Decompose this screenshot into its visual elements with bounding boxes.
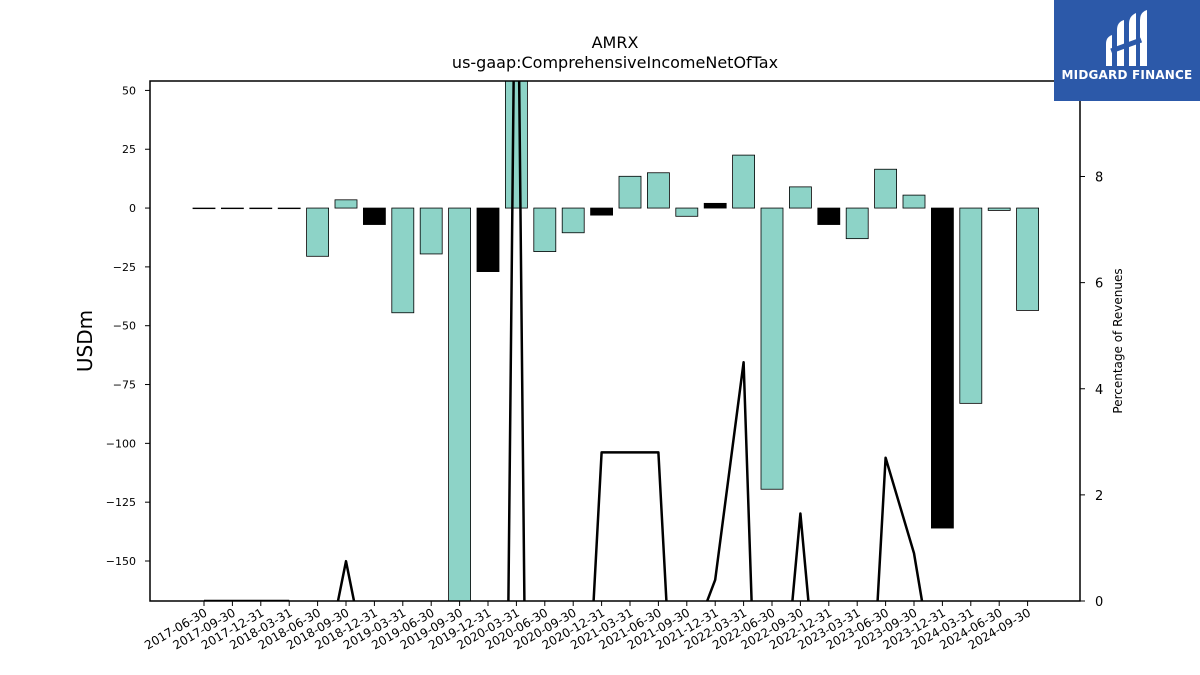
bar-2024-09-30 [1016,207,1039,311]
bar-2018-12-31 [362,207,386,225]
logo-mark-icon [1106,10,1147,66]
bar-2021-09-30 [675,207,699,217]
bar-2019-12-31 [476,207,500,272]
percentage-line-segment-6 [791,512,810,601]
bar-2020-06-30 [533,207,557,252]
bar-group [192,81,1039,601]
bar-2021-12-31 [703,202,727,209]
percentage-line-segment-7 [876,456,924,601]
plot-frame [149,80,1081,602]
y-tick-label: −125 [106,496,136,509]
right-axis-ticks: 0 2 4 6 8 [1080,171,1103,610]
bar-2022-06-30 [760,207,784,490]
y-axis-label-left: USDm [73,310,97,372]
bar-2023-09-30 [902,194,926,209]
percentage-line-segment-4 [592,451,668,601]
bar-2021-03-31 [618,175,642,209]
bar-2019-06-30 [419,207,443,255]
logo-text: MIDGARD FINANCE [1061,68,1193,82]
midgard-finance-logo: MIDGARD FINANCE [1054,0,1200,101]
chart-subtitle: us-gaap:ComprehensiveIncomeNetOfTax [452,53,778,72]
y-tick-label: −75 [113,379,136,392]
left-axis-ticks: 50 25 0 −25 −50 −75 −100 −125 −150 [106,84,150,568]
percentage-line-segment-5 [706,360,753,601]
bar-2023-03-31 [845,207,869,240]
bar-2019-09-30 [448,207,472,601]
bar-2024-03-31 [959,207,983,404]
bar-2018-06-30 [306,207,330,257]
y-tick-label: 50 [122,84,136,97]
bar-2017-12-31 [249,207,273,210]
bar-2020-03-31 [504,81,528,209]
y-tick-label: −25 [113,261,136,274]
percentage-line-group [204,81,924,601]
bar-2019-03-31 [391,207,415,314]
y-tick-label: 25 [122,143,136,156]
bar-2018-03-31 [277,207,301,210]
bar-2024-06-30 [987,207,1011,211]
bar-2023-12-31 [931,207,954,529]
y-tick-label: −100 [106,437,136,450]
y-tick-label: −50 [113,320,136,333]
percentage-line-segment-2 [336,559,356,601]
y-axis-label-right: Percentage of Revenues [1111,268,1125,413]
bar-2022-03-31 [732,154,755,209]
bar-2017-09-30 [220,207,244,210]
y-right-tick-label: 4 [1095,383,1103,398]
bar-2022-12-31 [817,207,841,225]
bar-2021-06-30 [647,172,670,209]
chart-title: AMRX [592,33,639,52]
bar-2017-06-30 [192,207,216,210]
bar-2023-06-30 [874,168,897,209]
bar-2022-09-30 [789,186,812,209]
bar-2020-12-31 [590,207,613,216]
y-tick-label: 0 [129,202,136,215]
x-axis-ticks: 2017-06-302017-09-302017-12-312018-03-31… [142,601,1033,652]
percentage-line-segment-3 [507,81,526,601]
y-right-tick-label: 0 [1095,595,1103,610]
y-tick-label: −150 [106,555,136,568]
y-right-tick-label: 6 [1095,277,1103,292]
bar-2020-09-30 [561,207,585,234]
bar-2018-09-30 [334,199,358,209]
y-right-tick-label: 8 [1095,171,1103,186]
y-right-tick-label: 2 [1095,489,1103,504]
